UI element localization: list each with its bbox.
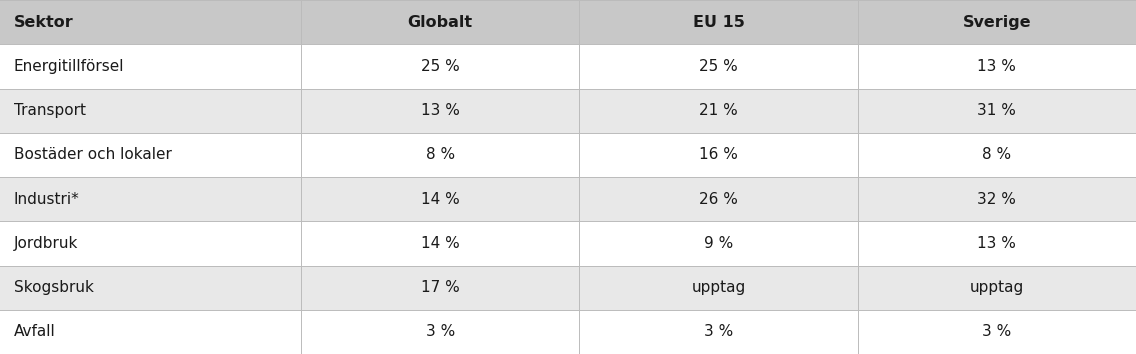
Text: 3 %: 3 % — [704, 324, 733, 339]
Text: 26 %: 26 % — [699, 192, 738, 207]
Bar — [301, 221, 579, 266]
Bar — [301, 177, 579, 221]
Bar — [301, 133, 579, 177]
Bar — [579, 310, 858, 354]
Text: Jordbruk: Jordbruk — [14, 236, 78, 251]
Bar — [858, 266, 1136, 310]
Text: Sektor: Sektor — [14, 15, 74, 30]
Bar — [579, 44, 858, 88]
Bar — [0, 0, 301, 44]
Bar — [579, 88, 858, 133]
Text: 8 %: 8 % — [983, 147, 1011, 162]
Text: Industri*: Industri* — [14, 192, 80, 207]
Text: 8 %: 8 % — [426, 147, 454, 162]
Bar — [0, 133, 301, 177]
Text: 25 %: 25 % — [699, 59, 738, 74]
Bar — [579, 133, 858, 177]
Text: EU 15: EU 15 — [693, 15, 744, 30]
Bar — [858, 221, 1136, 266]
Text: upptag: upptag — [970, 280, 1024, 295]
Bar — [0, 177, 301, 221]
Text: 17 %: 17 % — [420, 280, 460, 295]
Text: 14 %: 14 % — [420, 192, 460, 207]
Text: Bostäder och lokaler: Bostäder och lokaler — [14, 147, 172, 162]
Text: Globalt: Globalt — [408, 15, 473, 30]
Bar — [579, 177, 858, 221]
Bar — [301, 44, 579, 88]
Bar — [0, 266, 301, 310]
Text: 3 %: 3 % — [983, 324, 1011, 339]
Bar — [0, 44, 301, 88]
Text: 25 %: 25 % — [420, 59, 460, 74]
Text: 13 %: 13 % — [420, 103, 460, 118]
Bar — [0, 310, 301, 354]
Text: Energitillförsel: Energitillförsel — [14, 59, 124, 74]
Bar — [579, 0, 858, 44]
Bar — [858, 133, 1136, 177]
Text: Transport: Transport — [14, 103, 85, 118]
Bar — [858, 44, 1136, 88]
Text: Avfall: Avfall — [14, 324, 56, 339]
Text: 32 %: 32 % — [977, 192, 1017, 207]
Bar — [858, 0, 1136, 44]
Text: 13 %: 13 % — [977, 59, 1017, 74]
Text: 9 %: 9 % — [704, 236, 733, 251]
Bar — [579, 266, 858, 310]
Bar — [858, 310, 1136, 354]
Text: Skogsbruk: Skogsbruk — [14, 280, 93, 295]
Bar — [0, 88, 301, 133]
Bar — [301, 0, 579, 44]
Bar — [301, 266, 579, 310]
Text: 31 %: 31 % — [977, 103, 1017, 118]
Bar — [858, 177, 1136, 221]
Bar — [301, 310, 579, 354]
Bar — [0, 221, 301, 266]
Text: 3 %: 3 % — [426, 324, 454, 339]
Text: 21 %: 21 % — [699, 103, 738, 118]
Text: 14 %: 14 % — [420, 236, 460, 251]
Text: 13 %: 13 % — [977, 236, 1017, 251]
Text: Sverige: Sverige — [962, 15, 1031, 30]
Text: 16 %: 16 % — [699, 147, 738, 162]
Text: upptag: upptag — [692, 280, 745, 295]
Bar — [579, 221, 858, 266]
Bar — [858, 88, 1136, 133]
Bar — [301, 88, 579, 133]
